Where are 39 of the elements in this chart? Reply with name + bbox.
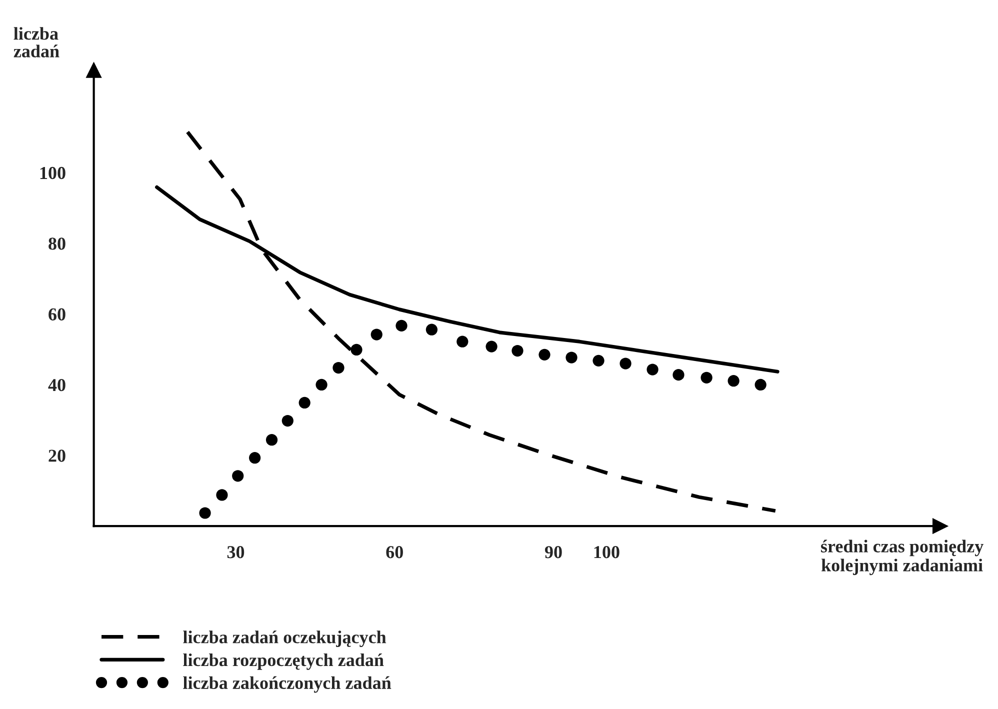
x-tick-label: 60 xyxy=(386,546,403,558)
point xyxy=(199,507,211,519)
point xyxy=(266,434,278,446)
x-tick-label: 30 xyxy=(227,546,244,558)
point xyxy=(396,320,408,332)
y-tick-label: 20 xyxy=(48,450,66,462)
x-tick-label: 90 xyxy=(544,546,562,558)
point xyxy=(216,489,228,501)
point xyxy=(316,378,328,391)
legend-label: liczba zadań oczekujących xyxy=(183,630,386,648)
x-tick-label: 100 xyxy=(594,546,620,558)
point xyxy=(232,470,244,482)
point xyxy=(754,378,766,391)
legend-label: liczba rozpoczętych zadań xyxy=(183,653,384,670)
y-tick-label: 60 xyxy=(48,308,66,320)
point xyxy=(282,414,294,427)
point xyxy=(332,362,344,374)
point xyxy=(456,336,468,348)
point xyxy=(728,375,740,387)
point xyxy=(486,340,498,352)
point xyxy=(538,348,550,360)
point xyxy=(350,344,362,356)
y-tick-label: 80 xyxy=(48,238,66,250)
point xyxy=(592,354,604,366)
point xyxy=(370,328,382,340)
point xyxy=(620,358,632,370)
point xyxy=(700,372,712,384)
point xyxy=(426,324,438,336)
point xyxy=(672,369,684,381)
point xyxy=(512,344,524,357)
y-tick-label: 40 xyxy=(48,378,66,392)
y-axis-title: liczba zadań xyxy=(14,27,60,58)
point xyxy=(298,396,310,409)
legend-label: liczba zakończonych zadań xyxy=(183,676,392,693)
x-axis-title: średni czas pomiędzy kolejnymi zadaniami xyxy=(820,540,984,576)
y-tick-label: 100 xyxy=(40,166,66,180)
point xyxy=(646,364,658,376)
point xyxy=(249,452,261,464)
point xyxy=(566,352,578,364)
